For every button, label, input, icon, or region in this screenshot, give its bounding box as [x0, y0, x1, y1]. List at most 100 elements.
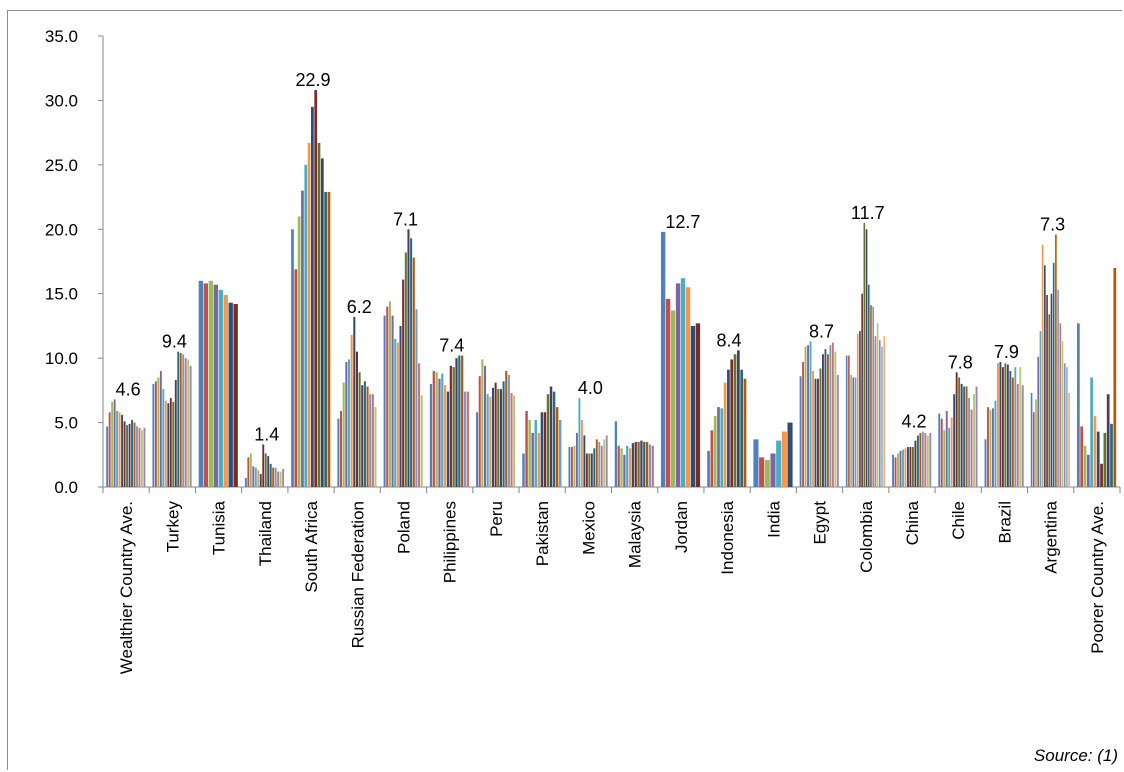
bar — [863, 222, 866, 488]
bar — [730, 359, 734, 487]
bar — [1001, 367, 1004, 487]
bar — [802, 362, 805, 487]
bar — [720, 408, 724, 487]
x-category-label: China — [903, 500, 922, 545]
bar — [311, 106, 314, 487]
bar — [452, 367, 455, 487]
bar — [123, 421, 126, 487]
bar — [371, 394, 374, 487]
bar — [814, 378, 817, 487]
bar — [213, 284, 218, 487]
bar — [984, 439, 987, 487]
bar — [973, 394, 975, 487]
y-tick-label: 10.0 — [45, 349, 78, 368]
x-category-label: Egypt — [811, 501, 830, 545]
bar — [121, 414, 124, 487]
bar — [304, 164, 308, 487]
bar — [834, 351, 837, 487]
bar — [1021, 385, 1024, 487]
bar — [970, 409, 973, 487]
bar — [1103, 432, 1107, 487]
bar — [831, 342, 834, 487]
bar — [960, 383, 963, 487]
bar — [940, 418, 943, 487]
bar — [824, 349, 827, 487]
bar — [907, 447, 909, 487]
bar — [1037, 356, 1040, 487]
bar — [528, 419, 531, 487]
bar — [874, 336, 877, 487]
y-tick-label: 0.0 — [54, 478, 78, 497]
bar — [254, 467, 257, 487]
bar — [126, 425, 128, 487]
bar — [420, 395, 423, 487]
bar — [856, 333, 859, 487]
bar — [340, 410, 343, 487]
bar — [279, 471, 282, 487]
bar — [233, 304, 238, 487]
bar — [1044, 265, 1046, 487]
x-category-label: India — [764, 500, 783, 537]
bar — [552, 391, 556, 487]
data-label: 7.3 — [1040, 214, 1065, 234]
bar — [177, 351, 180, 487]
bar — [282, 468, 285, 487]
bar — [710, 430, 714, 487]
bar — [1009, 371, 1012, 487]
bar — [776, 440, 782, 487]
bar — [631, 443, 635, 487]
chart-frame — [7, 10, 1122, 770]
bar — [179, 352, 182, 487]
bar — [269, 463, 272, 487]
bar — [1110, 423, 1113, 487]
bar — [264, 453, 267, 487]
bar — [402, 279, 405, 487]
bar — [852, 377, 855, 487]
bar — [617, 445, 620, 487]
bar — [812, 371, 814, 487]
data-label: 12.7 — [665, 212, 700, 232]
bar — [118, 412, 121, 487]
bar — [670, 310, 676, 487]
bar — [924, 432, 927, 487]
bar — [595, 439, 598, 487]
bar — [948, 427, 951, 487]
data-label: 4.0 — [578, 378, 603, 398]
bar — [1032, 412, 1035, 487]
bar — [141, 430, 143, 487]
x-category-label: Pakistan — [533, 501, 552, 566]
y-tick-label: 15.0 — [45, 285, 78, 304]
bar — [342, 382, 345, 487]
data-label: 1.4 — [254, 424, 279, 444]
bar — [491, 387, 495, 487]
bar — [444, 385, 447, 487]
bar — [208, 280, 213, 487]
bar — [904, 448, 907, 487]
bar — [1004, 363, 1007, 487]
source-note: Source: (1) — [1033, 746, 1118, 765]
bar — [1093, 416, 1097, 487]
bar — [643, 441, 646, 487]
bar — [162, 389, 165, 487]
bar — [223, 295, 228, 487]
bar — [845, 355, 848, 487]
bar — [418, 363, 421, 487]
bar — [996, 363, 999, 487]
bar — [294, 269, 298, 487]
bar — [753, 439, 759, 487]
bar — [894, 457, 897, 487]
bar — [369, 394, 372, 487]
y-tick-label: 5.0 — [54, 414, 78, 433]
bar — [573, 445, 576, 487]
bar — [1066, 367, 1068, 487]
bar — [510, 392, 513, 487]
bar — [455, 358, 458, 487]
bar — [938, 413, 941, 487]
bar — [198, 280, 204, 487]
x-category-label: South Africa — [302, 500, 321, 592]
x-category-label: Wealthier Country Ave. — [117, 501, 136, 674]
bar — [583, 435, 586, 487]
bar — [883, 336, 886, 487]
bar — [157, 377, 160, 487]
bar — [955, 372, 958, 487]
